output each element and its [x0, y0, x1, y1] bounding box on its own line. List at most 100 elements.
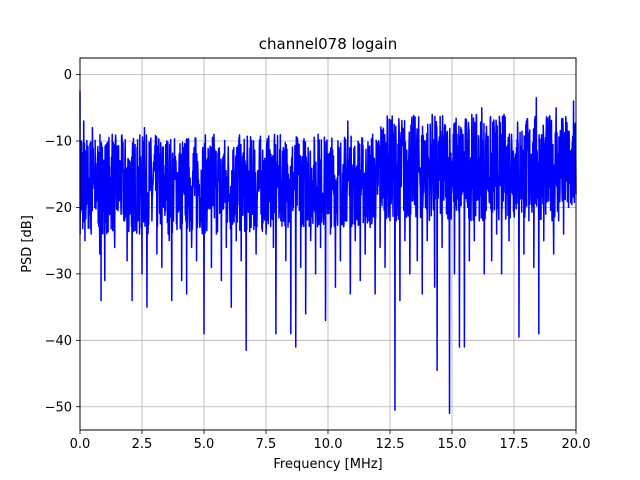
data-point	[322, 200, 324, 202]
data-point	[394, 409, 396, 411]
data-point	[233, 147, 235, 149]
data-point	[153, 153, 155, 155]
data-point	[193, 147, 195, 149]
y-tick-label: −40	[45, 334, 72, 349]
data-point	[515, 147, 518, 149]
data-point	[404, 240, 406, 242]
data-point	[124, 220, 126, 222]
data-point	[90, 233, 92, 235]
chart-title: channel078 logain	[259, 35, 398, 53]
data-point	[379, 246, 381, 248]
data-point	[310, 240, 312, 242]
data-point	[188, 167, 190, 169]
data-point	[81, 180, 84, 182]
data-point	[240, 260, 242, 262]
data-point	[446, 213, 448, 215]
data-point	[374, 293, 376, 295]
data-point	[280, 220, 282, 222]
data-point	[535, 97, 537, 99]
data-point	[466, 147, 468, 149]
data-point	[409, 273, 411, 275]
data-point	[414, 120, 416, 122]
data-point	[100, 299, 102, 302]
data-point	[419, 167, 421, 169]
data-point	[317, 133, 319, 135]
data-point	[176, 213, 178, 215]
data-point	[567, 206, 570, 209]
data-point	[518, 336, 520, 338]
data-point	[473, 240, 475, 242]
data-point	[503, 113, 505, 116]
data-point	[257, 186, 260, 189]
data-point	[344, 220, 346, 222]
data-point	[372, 133, 374, 135]
data-point	[89, 193, 91, 195]
data-point	[151, 220, 153, 222]
data-point	[83, 120, 85, 122]
data-point	[260, 213, 262, 215]
data-point	[305, 313, 307, 315]
data-point	[439, 153, 441, 155]
data-point	[114, 246, 116, 248]
data-point	[558, 220, 560, 222]
data-point	[381, 153, 384, 155]
data-point	[116, 167, 118, 169]
data-point	[106, 173, 108, 175]
data-point	[80, 140, 82, 142]
data-point	[441, 246, 443, 248]
x-tick-label: 5.0	[194, 437, 215, 452]
data-point	[101, 147, 103, 149]
data-point	[488, 200, 490, 202]
data-point	[501, 273, 503, 275]
data-point	[129, 160, 131, 162]
data-point	[483, 273, 485, 275]
data-point	[448, 412, 451, 414]
data-point	[94, 206, 96, 209]
data-point	[334, 286, 337, 288]
data-point	[476, 167, 478, 169]
data-point	[168, 240, 170, 242]
data-point	[332, 186, 334, 189]
data-point	[401, 127, 403, 129]
data-point	[292, 206, 294, 209]
data-point	[133, 186, 136, 189]
data-point	[453, 273, 456, 275]
data-point	[369, 226, 371, 228]
data-point	[282, 147, 284, 149]
data-point	[215, 233, 217, 235]
data-point	[213, 133, 215, 135]
data-point	[84, 240, 86, 242]
data-point	[143, 127, 146, 129]
y-tick-label: −30	[45, 267, 72, 282]
data-point	[451, 173, 453, 175]
data-point	[287, 173, 289, 175]
x-tick-label: 0.0	[70, 437, 91, 452]
data-point	[364, 253, 366, 255]
data-point	[513, 213, 515, 215]
data-point	[458, 346, 461, 348]
data-point	[267, 200, 270, 202]
data-point	[530, 153, 532, 155]
data-point	[359, 279, 361, 282]
data-point	[540, 180, 542, 182]
data-point	[520, 173, 523, 175]
data-point	[491, 260, 493, 262]
x-axis-label: Frequency [MHz]	[273, 457, 382, 472]
data-point	[156, 253, 158, 255]
data-point	[218, 180, 220, 182]
data-point	[96, 160, 98, 162]
data-point	[463, 346, 465, 348]
x-tick-label: 12.5	[376, 437, 405, 452]
data-point	[570, 153, 572, 155]
data-point	[508, 240, 510, 242]
data-point	[424, 140, 426, 142]
data-point	[250, 226, 252, 228]
data-point	[543, 240, 545, 242]
data-point	[545, 127, 547, 129]
data-point	[493, 127, 495, 129]
data-point	[223, 153, 225, 155]
data-point	[354, 240, 356, 242]
data-point	[238, 167, 240, 169]
data-point	[478, 220, 480, 222]
data-point	[533, 266, 535, 268]
